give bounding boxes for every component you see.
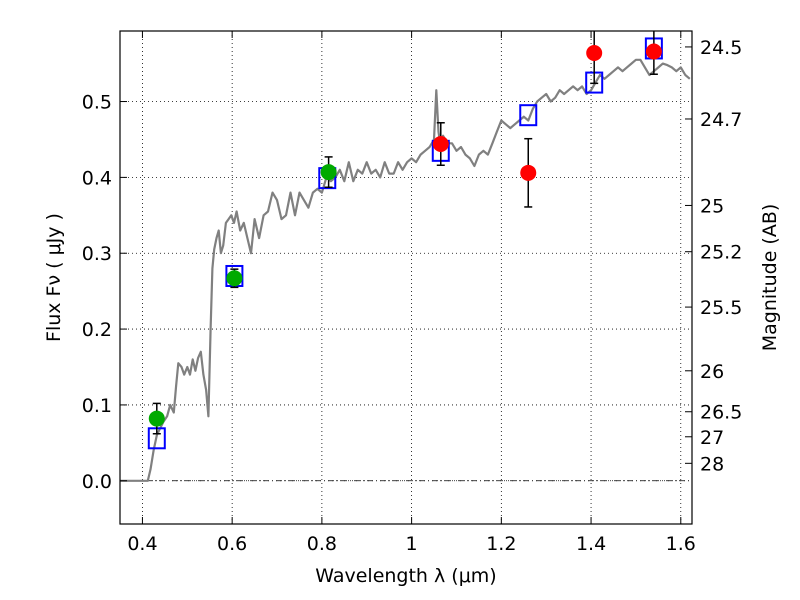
y-axis-label: Flux Fν ( μJy ) — [43, 213, 65, 342]
y-tick-label: 0.3 — [82, 243, 112, 265]
x-tick-label: 1.6 — [666, 533, 696, 555]
y-tick-label: 0.2 — [82, 319, 112, 341]
axes-frame — [119, 30, 693, 525]
grid-lines — [120, 31, 692, 524]
x-tick-label: 0.6 — [217, 533, 247, 555]
x-tick-label: 1.2 — [486, 533, 516, 555]
right-tick-label: 27 — [700, 427, 724, 449]
right-tick-label: 25.2 — [700, 242, 742, 264]
y-tick-label: 0.5 — [82, 92, 112, 114]
right-tick-label: 28 — [700, 453, 724, 475]
x-axis-label: Wavelength λ (μm) — [315, 565, 496, 587]
tick-marks — [120, 31, 692, 524]
model-spectrum-line — [120, 58, 691, 482]
tick-labels: 0.4 0.6 0.8 1 1.2 1.4 1.6 0.0 0.1 0.2 0.3 0.4 0.5 24.… — [82, 37, 743, 555]
x-tick-label: 0.8 — [307, 533, 337, 555]
model-box-marker-4 — [519, 104, 538, 127]
x-tick-label: 1 — [406, 533, 418, 555]
data-point-2-0 — [148, 410, 165, 427]
right-tick-label: 26.5 — [700, 402, 742, 424]
plot-area — [120, 31, 691, 482]
data-point-3-0 — [432, 136, 449, 153]
right-tick-label: 26 — [700, 361, 724, 383]
data-point-3-1 — [520, 164, 537, 181]
right-tick-label: 24.7 — [700, 109, 742, 131]
y-tick-label: 0.1 — [82, 395, 112, 417]
data-point-3-2 — [586, 44, 603, 61]
right-tick-label: 24.5 — [700, 37, 742, 59]
data-point-2-1 — [226, 270, 243, 287]
right-tick-label: 25.5 — [700, 297, 742, 319]
right-axis-label: Magnitude (AB) — [759, 204, 781, 352]
x-tick-label: 1.4 — [576, 533, 606, 555]
y-tick-label: 0.0 — [82, 471, 112, 493]
data-point-2-2 — [320, 164, 337, 181]
plot-frame — [119, 30, 693, 525]
right-tick-label: 25 — [700, 195, 724, 217]
y-tick-label: 0.4 — [82, 167, 112, 189]
x-tick-label: 0.4 — [127, 533, 157, 555]
data-point-3-3 — [645, 43, 662, 60]
